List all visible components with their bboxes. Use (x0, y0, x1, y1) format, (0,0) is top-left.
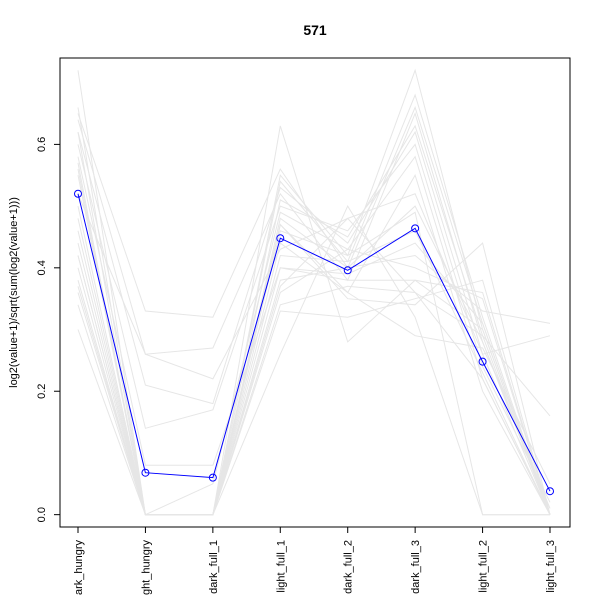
background-series-line (77, 68, 551, 516)
x-tick-label: ark_hungry (73, 540, 85, 596)
highlight-series-line (77, 193, 551, 492)
highlight-point (478, 357, 487, 366)
background-series-line (77, 124, 551, 516)
y-tick-label: 0.4 (36, 260, 48, 275)
highlight-point (546, 487, 554, 496)
background-series-line (77, 93, 551, 516)
y-tick-label: 0.0 (36, 507, 48, 522)
highlight-point (74, 189, 82, 198)
y-axis-label: log2(value+1)/sqrt(sum(log2(value+1))) (8, 197, 20, 388)
y-tick-label: 0.2 (36, 384, 48, 399)
x-tick-label: light_full_2 (478, 540, 490, 593)
background-series-line (77, 156, 551, 515)
x-axis: ark_hungry ght_hungry dark_full_1 light_ful… (73, 526, 557, 596)
background-series-line (77, 143, 551, 503)
highlight-series-group (74, 189, 554, 496)
background-series-line (77, 132, 551, 516)
highlight-point (343, 266, 352, 275)
background-series-group (77, 68, 551, 516)
background-series-line (77, 285, 551, 516)
x-tick-label: dark_full_2 (343, 540, 355, 594)
x-tick-label: dark_full_3 (410, 540, 422, 594)
x-tick-label: light_full_3 (545, 540, 557, 593)
x-tick-label: light_full_1 (275, 540, 287, 593)
highlight-point (411, 224, 420, 233)
x-tick-label: ght_hungry (140, 540, 152, 596)
highlight-point (208, 473, 217, 482)
background-series-line (77, 105, 551, 515)
y-axis: 0.0 0.2 0.4 0.6 (36, 137, 61, 522)
highlight-point (141, 468, 150, 477)
background-series-line (77, 248, 551, 516)
y-tick-label: 0.6 (36, 137, 48, 152)
background-series-line (77, 155, 551, 516)
background-series-line (77, 130, 551, 515)
x-tick-label: dark_full_1 (208, 540, 220, 594)
background-series-line (77, 111, 551, 509)
highlight-point (276, 234, 285, 243)
background-series-line (77, 254, 551, 516)
chart-title: 571 (303, 22, 327, 38)
background-series-line (77, 125, 551, 516)
